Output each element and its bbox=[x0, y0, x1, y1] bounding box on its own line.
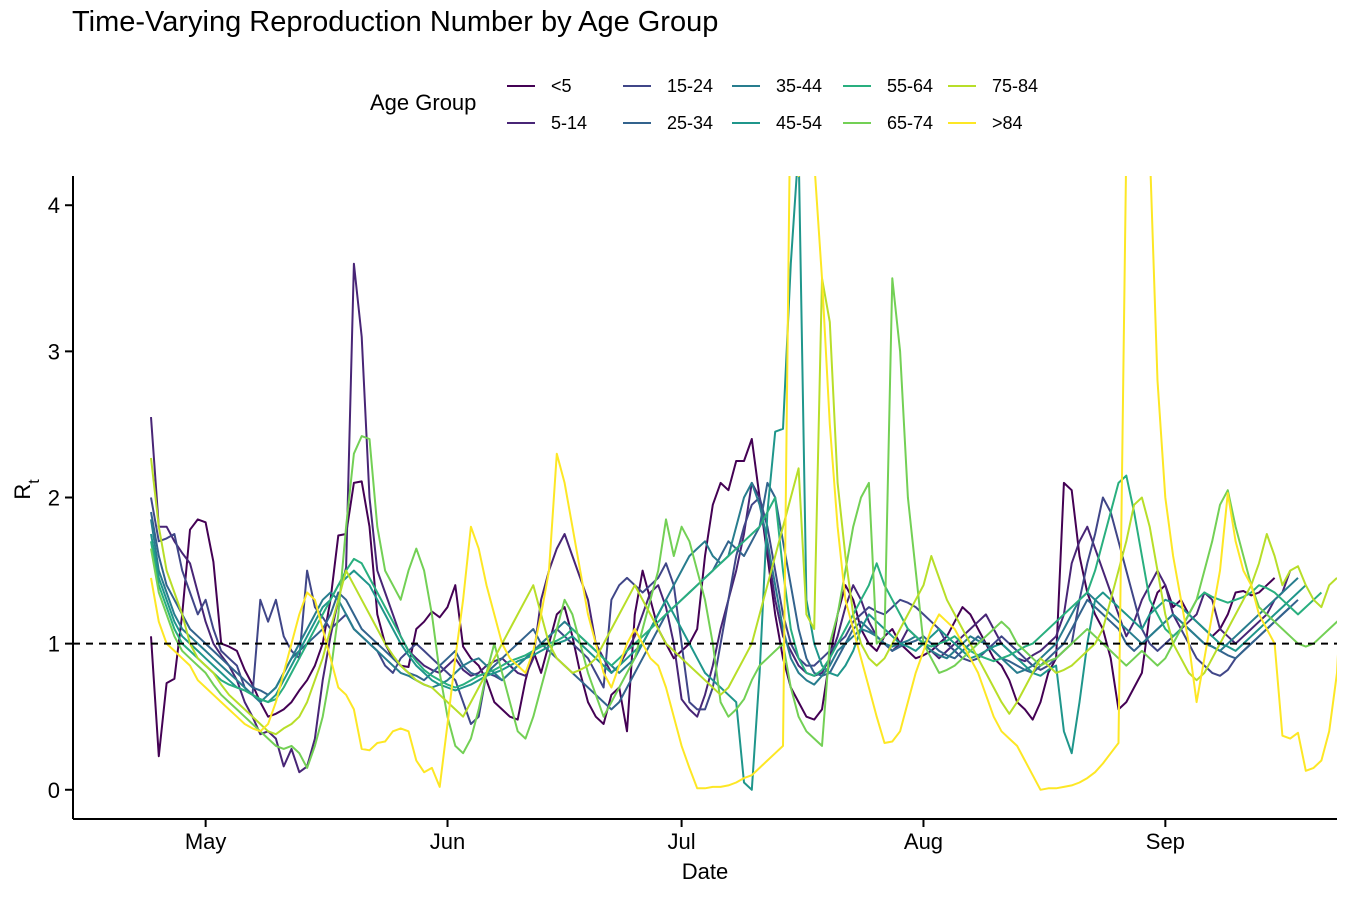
y-tick-label: 4 bbox=[48, 193, 60, 218]
y-axis-title-subscript: t bbox=[26, 479, 43, 484]
y-tick-label: 0 bbox=[48, 778, 60, 803]
x-axis-ticks: May Jun Jul Aug Sep bbox=[185, 819, 1185, 854]
legend-label: >84 bbox=[992, 113, 1023, 133]
legend-swatch bbox=[507, 122, 535, 124]
series-line-9 bbox=[150, 176, 1337, 791]
legend-label: 15-24 bbox=[667, 76, 714, 96]
legend-swatch bbox=[732, 122, 760, 124]
legend-swatch bbox=[948, 122, 976, 124]
series-line-8 bbox=[150, 277, 1337, 736]
x-tick-label: Jul bbox=[668, 829, 696, 854]
series-lines bbox=[150, 176, 1337, 791]
legend-swatch bbox=[843, 122, 871, 124]
chart-title: Time-Varying Reproduction Number by Age … bbox=[72, 6, 719, 38]
x-axis-title: Date bbox=[682, 859, 728, 884]
x-tick-label: Aug bbox=[904, 829, 943, 854]
y-tick-label: 1 bbox=[48, 632, 60, 657]
legend-swatch bbox=[843, 85, 871, 87]
y-axis-ticks: 0 1 2 3 4 bbox=[48, 193, 73, 803]
legend-swatch bbox=[732, 85, 760, 87]
legend-label: 35-44 bbox=[776, 76, 823, 96]
legend-swatch bbox=[623, 122, 651, 124]
legend-swatch bbox=[623, 85, 651, 87]
x-tick-label: Jun bbox=[430, 829, 465, 854]
y-tick-label: 2 bbox=[48, 486, 60, 511]
legend: Age Group <5 5-14 15-24 25-34 35-44 45-54 55-6… bbox=[370, 72, 1070, 136]
y-axis-title: Rt bbox=[10, 479, 43, 500]
legend-label: 65-74 bbox=[887, 113, 934, 133]
series-line-4 bbox=[150, 481, 1299, 704]
x-tick-label: Sep bbox=[1146, 829, 1185, 854]
series-line-7 bbox=[150, 277, 1337, 769]
legend-swatch bbox=[948, 85, 976, 87]
legend-swatch bbox=[507, 85, 535, 87]
legend-label: <5 bbox=[551, 76, 572, 96]
y-tick-label: 3 bbox=[48, 339, 60, 364]
legend-label: 75-84 bbox=[992, 76, 1039, 96]
legend-label: 55-64 bbox=[887, 76, 934, 96]
series-line-5 bbox=[150, 176, 1307, 791]
y-axis-title-main: R bbox=[10, 484, 35, 500]
series-line-2 bbox=[150, 496, 1291, 725]
x-tick-label: May bbox=[185, 829, 227, 854]
legend-label: 25-34 bbox=[667, 113, 714, 133]
legend-title: Age Group bbox=[370, 90, 477, 115]
legend-label: 5-14 bbox=[551, 113, 588, 133]
legend-label: 45-54 bbox=[776, 113, 823, 133]
